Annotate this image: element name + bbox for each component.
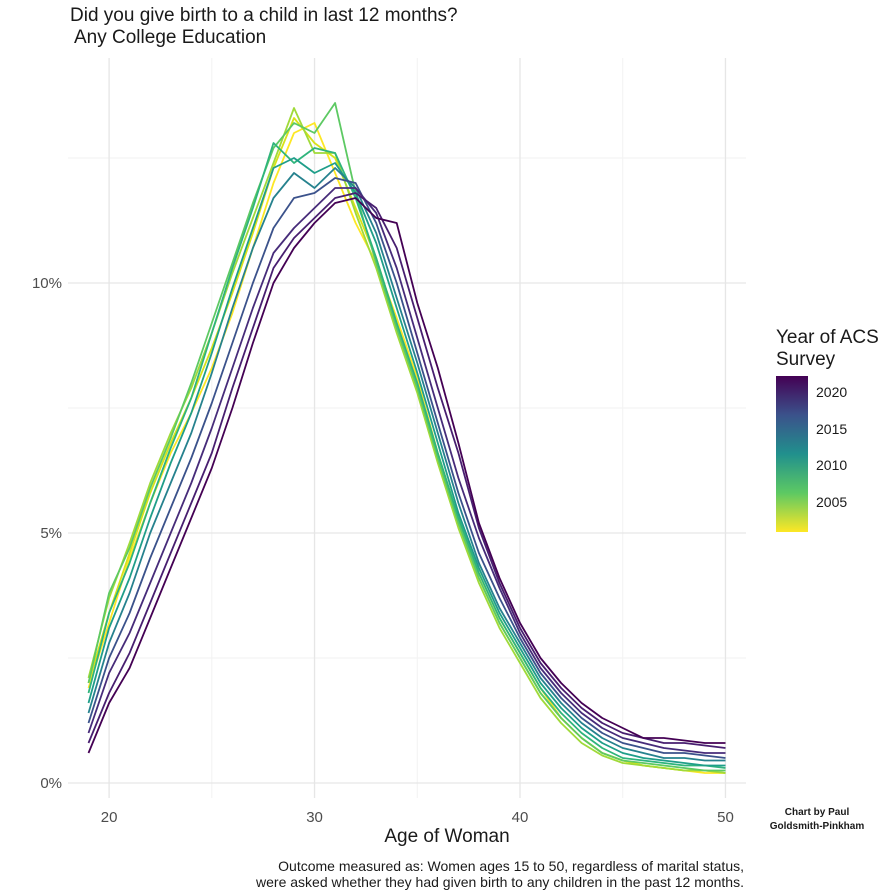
series-line-2003 bbox=[87, 117, 726, 774]
credit-line2: Goldsmith-Pinkham bbox=[769, 821, 865, 832]
y-tick-label: 0% bbox=[40, 775, 62, 792]
y-tick-label: 10% bbox=[32, 275, 62, 292]
x-axis-label: Age of Woman bbox=[384, 826, 510, 847]
series-line-2001 bbox=[87, 122, 726, 774]
legend-label-2010: 2010 bbox=[816, 457, 848, 473]
legend-colorbar bbox=[776, 376, 808, 532]
series-line-2007 bbox=[87, 102, 726, 772]
series-line-2015 bbox=[87, 177, 726, 759]
legend-title-line2: Survey bbox=[776, 349, 836, 370]
x-tick-label: 30 bbox=[306, 809, 323, 826]
chart-subtitle: Any College Education bbox=[74, 27, 267, 48]
legend-title-line1: Year of ACS bbox=[776, 327, 879, 348]
caption-line1: Outcome measured as: Women ages 15 to 50… bbox=[278, 858, 744, 874]
y-tick-label: 5% bbox=[40, 525, 62, 542]
chart-caption: Outcome measured as: Women ages 15 to 50… bbox=[256, 858, 744, 890]
legend-label-2005: 2005 bbox=[816, 494, 848, 510]
caption-line2: were asked whether they had given birth … bbox=[256, 874, 744, 890]
series-line-2009 bbox=[87, 142, 726, 769]
grid bbox=[68, 58, 746, 798]
credit-line1: Chart by Paul bbox=[784, 807, 850, 818]
series-line-2021 bbox=[87, 197, 726, 754]
x-tick-label: 40 bbox=[512, 809, 529, 826]
series-line-2019 bbox=[87, 192, 726, 749]
legend-label-2015: 2015 bbox=[816, 421, 848, 437]
series-line-2013 bbox=[87, 167, 726, 762]
legend-title: Year of ACS Survey bbox=[776, 327, 879, 371]
series-line-2005 bbox=[87, 107, 726, 774]
axis-ticks: 20 30 40 50 0% 5% 10% bbox=[32, 275, 734, 826]
series-line-2017 bbox=[87, 187, 726, 754]
x-tick-label: 20 bbox=[101, 809, 118, 826]
x-tick-label: 50 bbox=[717, 809, 734, 826]
chart-title: Did you give birth to a child in last 12… bbox=[70, 5, 458, 26]
series-lines bbox=[87, 102, 726, 774]
legend-label-2020: 2020 bbox=[816, 384, 848, 400]
chart-credit: Chart by Paul Goldsmith-Pinkham bbox=[757, 806, 877, 834]
series-line-2011 bbox=[87, 157, 726, 767]
